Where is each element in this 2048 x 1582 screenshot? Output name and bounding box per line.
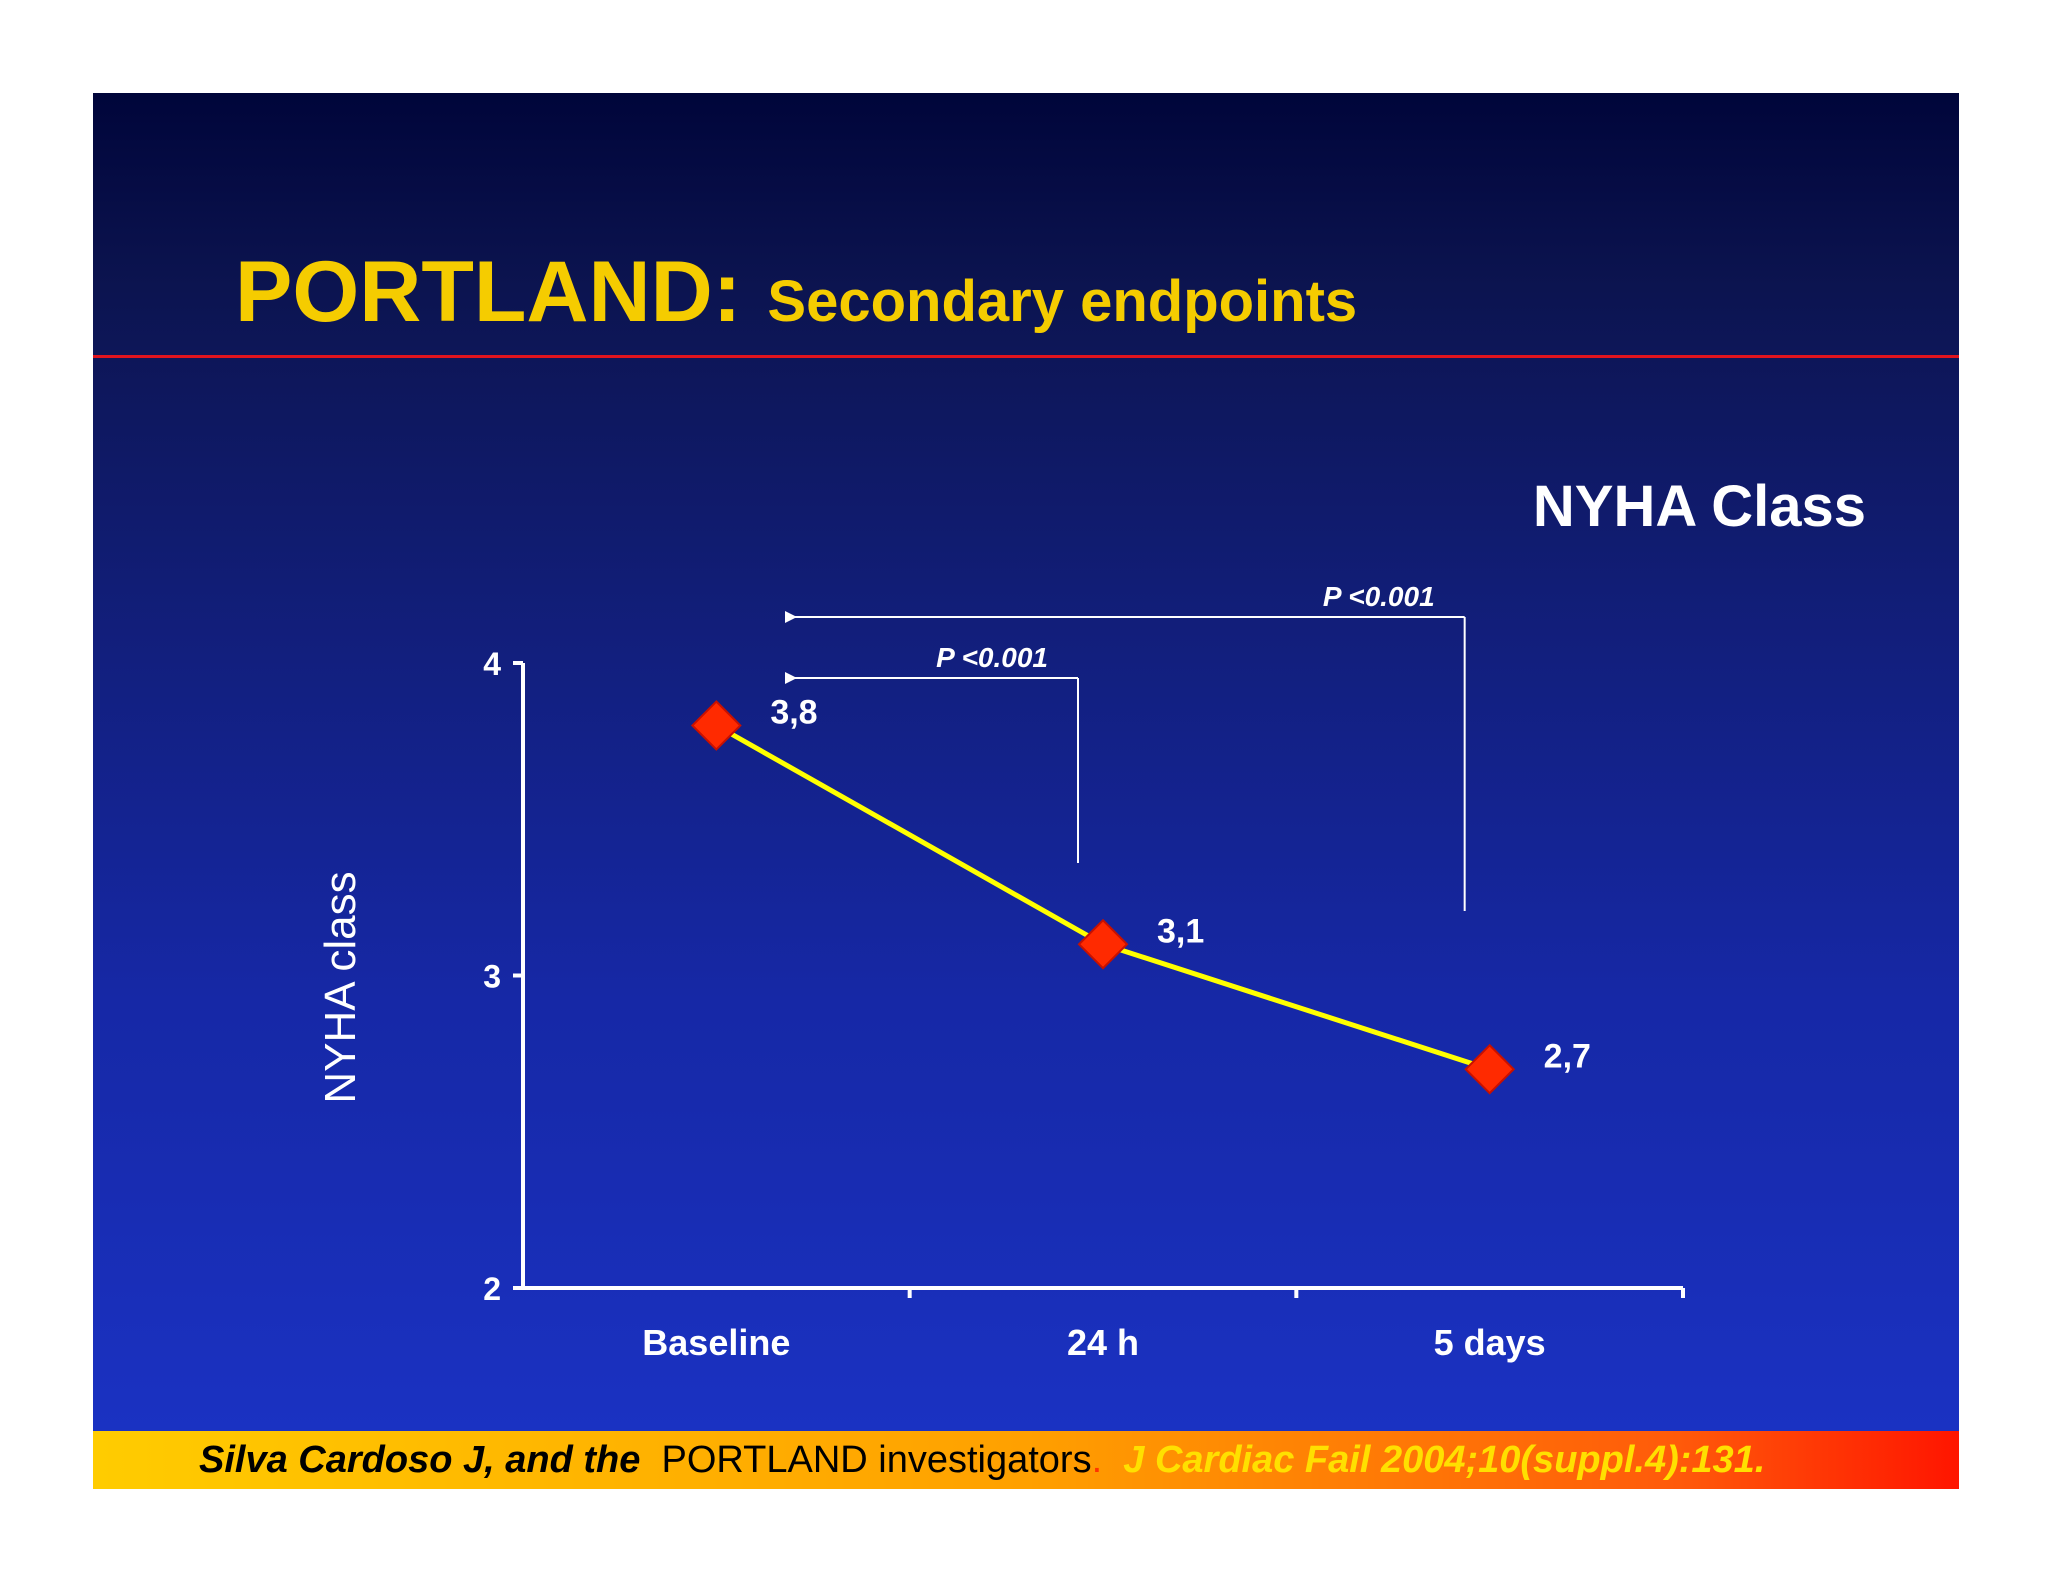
p-value-label: P <0.001 (936, 642, 1048, 673)
series-line (715, 723, 1491, 1072)
y-tick-label: 4 (483, 646, 501, 682)
data-point-label: 3,8 (770, 694, 817, 732)
y-tick-label: 2 (483, 1271, 501, 1307)
x-tick-label: Baseline (642, 1322, 790, 1363)
data-point-marker (690, 700, 742, 751)
nyha-line-chart: 2 3 4 Baseline 24 h 5 days NYHA class P <0.001… (316, 581, 1685, 1363)
slide-title: PORTLAND: Secondary endpoints (235, 243, 1357, 342)
title-main: PORTLAND: (235, 244, 742, 340)
p-value-label: P <0.001 (1323, 581, 1435, 612)
y-axis-title: NYHA class (316, 871, 365, 1103)
citation-separator: . (1091, 1439, 1103, 1481)
title-subtitle: Secondary endpoints (767, 269, 1358, 334)
citation-footer: Silva Cardoso J, and the PORTLAND invest… (93, 1431, 1959, 1489)
title-divider (93, 355, 1959, 358)
citation-investigators: PORTLAND investigators (661, 1439, 1092, 1481)
chart-heading: NYHA Class (1532, 474, 1866, 539)
data-point-label: 3,1 (1157, 912, 1204, 950)
citation-authors: Silva Cardoso J, and the (199, 1439, 641, 1481)
data-point-marker (1077, 918, 1129, 970)
data-point-label: 2,7 (1544, 1037, 1591, 1075)
x-tick-label: 5 days (1434, 1322, 1546, 1363)
slide: PORTLAND: Secondary endpoints NYHA Class … (93, 93, 1959, 1489)
y-tick-label: 3 (483, 959, 501, 995)
citation-journal: J Cardiac Fail 2004;10(suppl.4):131. (1123, 1439, 1766, 1481)
data-point-marker (1464, 1043, 1516, 1095)
x-tick-label: 24 h (1067, 1322, 1139, 1363)
